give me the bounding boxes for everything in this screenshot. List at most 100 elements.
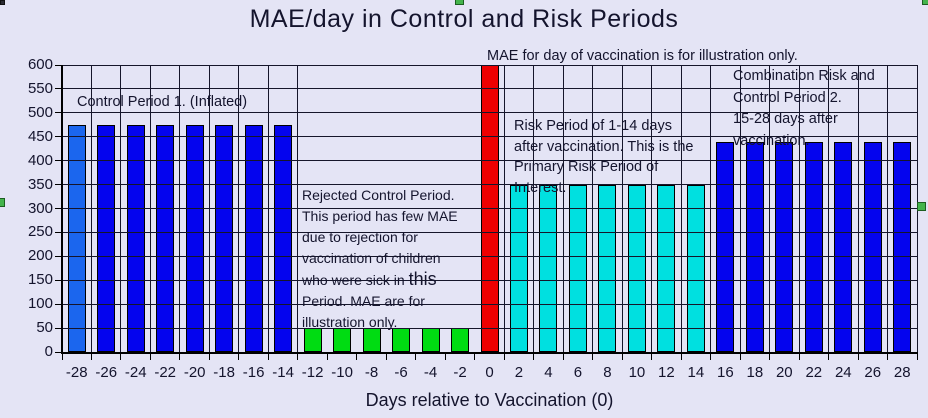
x-tick-label: 14 <box>687 364 705 381</box>
x-tick-23 <box>739 354 741 360</box>
y-tick-label: 50 <box>36 319 53 337</box>
x-tick-25 <box>798 354 800 360</box>
y-tick-600 <box>55 64 62 66</box>
bar-day--22[interactable] <box>156 124 175 352</box>
y-tick-label: 450 <box>27 127 53 145</box>
selection-handle-top-right[interactable] <box>922 0 928 5</box>
x-tick-label: -28 <box>65 364 88 381</box>
y-gridline-400 <box>62 160 917 162</box>
bar-day-18[interactable] <box>745 141 764 352</box>
annotation-line: Interest. <box>514 179 567 196</box>
y-tick-label: 200 <box>27 247 53 265</box>
annotation-vaccination_day[interactable]: MAE for day of vaccination is for illust… <box>487 46 798 66</box>
x-tick-label: 20 <box>775 364 793 381</box>
bar-day--26[interactable] <box>97 124 116 352</box>
y-gridline-450 <box>62 136 917 138</box>
bar-day-12[interactable] <box>657 184 676 352</box>
x-tick-label: -16 <box>242 364 265 381</box>
y-tick-label: 600 <box>27 56 53 73</box>
y-tick-250 <box>55 231 62 233</box>
x-tick-label: -20 <box>183 364 206 381</box>
y-tick-label: 100 <box>27 295 53 313</box>
bar-day-24[interactable] <box>834 141 853 352</box>
y-tick-label: 350 <box>27 175 53 193</box>
bar-day--18[interactable] <box>215 124 234 352</box>
x-tick-label: -18 <box>213 364 235 381</box>
bar-day-14[interactable] <box>686 184 705 352</box>
x-tick-12 <box>415 354 417 360</box>
bar-day--16[interactable] <box>244 124 263 352</box>
x-tick-14 <box>474 354 476 360</box>
y-tick-400 <box>55 160 62 162</box>
selection-handle-right-middle[interactable] <box>917 202 926 211</box>
x-tick-label: -10 <box>331 364 353 381</box>
x-tick-label: 10 <box>628 364 646 381</box>
x-tick-label: -14 <box>272 364 294 381</box>
x-tick-18 <box>592 354 594 360</box>
bar-day-26[interactable] <box>863 141 882 352</box>
y-gridline-200 <box>62 255 917 257</box>
x-tick-29 <box>916 354 918 360</box>
bar-day--28[interactable] <box>67 124 86 352</box>
x-tick-label: 2 <box>514 364 524 381</box>
x-tick-label: -26 <box>95 364 118 381</box>
y-tick-label: 500 <box>27 103 53 121</box>
x-tick-label: -6 <box>394 364 408 381</box>
x-tick-label: -8 <box>364 364 379 381</box>
x-tick-16 <box>533 354 535 360</box>
bar-day-8[interactable] <box>598 184 617 352</box>
bar-day--14[interactable] <box>274 124 293 352</box>
x-tick-label: 18 <box>746 364 764 381</box>
selection-handle-top-left[interactable] <box>0 0 5 5</box>
x-tick-label: 6 <box>573 364 583 381</box>
y-tick-label: 0 <box>44 343 53 360</box>
selection-handle-left-middle[interactable] <box>0 198 5 207</box>
y-gridline-550 <box>62 88 917 90</box>
bar-day-20[interactable] <box>775 141 794 352</box>
x-tick-26 <box>828 354 830 360</box>
bar-day-22[interactable] <box>804 141 823 352</box>
bar-day-6[interactable] <box>568 184 587 352</box>
annotation-line: MAE for day of vaccination is for illust… <box>487 48 798 64</box>
annotation-line: vaccination of children <box>302 250 441 266</box>
bar-day-10[interactable] <box>627 184 646 352</box>
x-tick-label: 4 <box>544 364 553 381</box>
x-tick-8 <box>297 354 299 360</box>
x-tick-label: 24 <box>834 364 852 381</box>
annotation-line: Primary Risk Period of <box>514 159 659 175</box>
bar-day-28[interactable] <box>893 141 912 352</box>
annotation-line: Risk Period of 1-14 days <box>514 118 672 134</box>
x-tick-2 <box>120 354 122 360</box>
x-tick-13 <box>444 354 446 360</box>
annotation-combination[interactable]: Combination Risk and Control Period 2. 15-… <box>733 66 875 152</box>
x-tick-17 <box>562 354 564 360</box>
y-tick-200 <box>55 255 62 257</box>
bar-day--24[interactable] <box>126 124 145 352</box>
x-tick-label: -2 <box>453 364 467 381</box>
annotation-line: Period. MAE are for <box>302 293 425 309</box>
y-gridline-50 <box>62 327 917 329</box>
x-tick-label: 12 <box>658 364 675 381</box>
bar-day-16[interactable] <box>716 141 735 352</box>
x-tick-4 <box>179 354 181 360</box>
y-gridline-350 <box>62 184 917 186</box>
bar-day--20[interactable] <box>185 124 204 352</box>
annotation-control1[interactable]: Control Period 1. (Inflated) <box>77 92 247 112</box>
x-tick-15 <box>503 354 505 360</box>
x-tick-19 <box>621 354 623 360</box>
annotation-line: illustration only. <box>302 314 398 330</box>
y-gridline-500 <box>62 112 917 114</box>
chart-title: MAE/day in Control and Risk Periods <box>249 5 679 33</box>
x-tick-20 <box>651 354 653 360</box>
x-tick-28 <box>887 354 889 360</box>
x-tick-27 <box>857 354 859 360</box>
bar-day-2[interactable] <box>509 184 528 352</box>
selection-handle-top-center[interactable] <box>455 0 464 5</box>
y-gridline-250 <box>62 231 917 233</box>
annotation-line: Control Period 1. (Inflated) <box>77 94 248 110</box>
annotation-rejected[interactable]: Rejected Control Period. This period has … <box>302 185 458 333</box>
bar-day-4[interactable] <box>539 184 558 352</box>
annotation-risk[interactable]: Risk Period of 1-14 days after vaccinatio… <box>514 116 693 198</box>
annotation-line: after vaccination. This is the <box>514 138 694 155</box>
